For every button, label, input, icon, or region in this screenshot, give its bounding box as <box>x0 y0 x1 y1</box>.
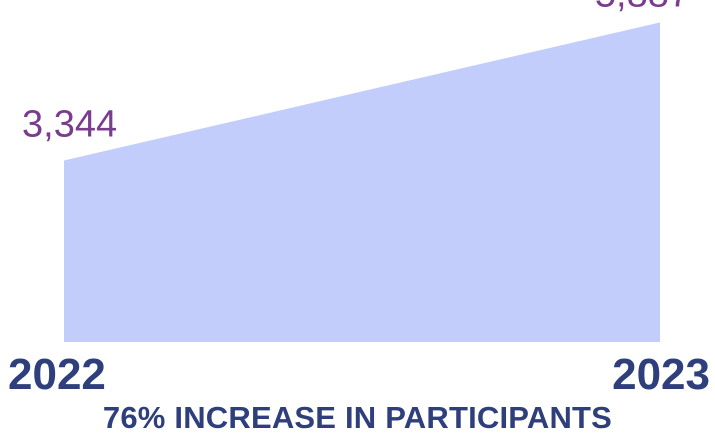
x-tick-label-2023: 2023 <box>612 350 710 399</box>
data-label-2022: 3,344 <box>22 103 117 145</box>
area-series <box>64 22 660 342</box>
chart-caption: 76% INCREASE IN PARTICIPANTS <box>102 400 613 435</box>
x-tick-label-2022: 2022 <box>8 350 106 399</box>
chart-marks: 3,344 5,887 2022 2023 <box>8 0 710 399</box>
area-chart-svg: 3,344 5,887 2022 2023 <box>8 0 710 399</box>
data-label-2023: 5,887 <box>595 0 690 15</box>
